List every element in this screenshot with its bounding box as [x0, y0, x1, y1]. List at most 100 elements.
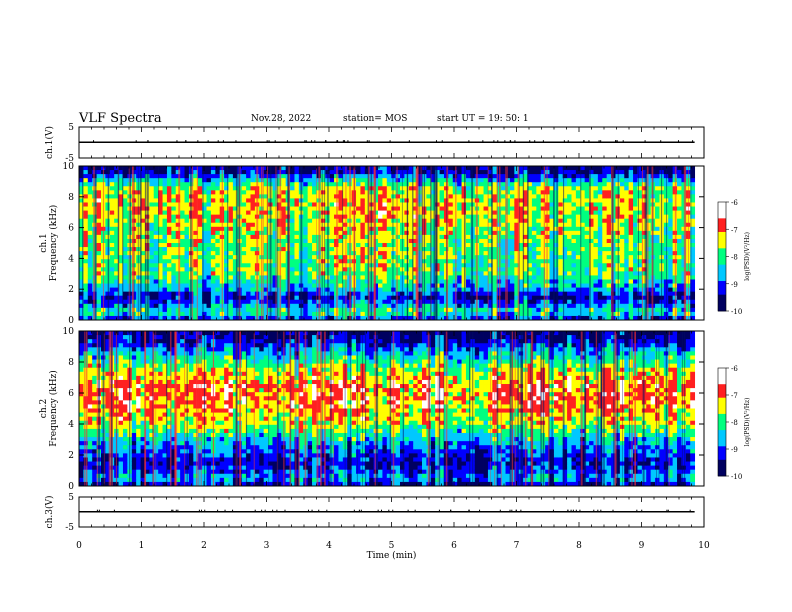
spectrogram-cell — [523, 307, 528, 313]
spectrogram-cell — [364, 174, 370, 179]
spectrogram-cell — [575, 214, 581, 220]
spectrogram-cell — [501, 178, 506, 183]
spectrogram-cell — [290, 303, 295, 309]
spectrogram-cell — [655, 198, 660, 203]
spectrogram-cell — [206, 170, 212, 175]
spectrogram-cell — [162, 198, 168, 203]
spectrogram-cell — [597, 238, 603, 244]
spectrogram-cell — [197, 194, 203, 199]
spectrogram-cell — [87, 275, 93, 280]
spectrogram-cell — [408, 222, 414, 228]
spectrogram-cell — [215, 234, 221, 240]
spectrogram-cell — [536, 315, 542, 321]
spectrogram-cell — [338, 230, 344, 236]
spectrogram-cell — [193, 190, 199, 195]
spectrogram-cell — [553, 170, 559, 175]
spectrogram-cell — [228, 198, 234, 203]
spectrogram-cell — [637, 202, 643, 207]
spectrogram-cell — [246, 210, 251, 216]
spectrogram-cell — [597, 267, 603, 272]
spectrogram-cell — [558, 182, 564, 187]
spectrogram-cell — [329, 243, 335, 248]
spectrogram-cell — [479, 255, 484, 260]
spectrogram-cell — [628, 222, 634, 228]
spectrogram-cell — [250, 166, 256, 171]
spectrogram-cell — [527, 307, 533, 313]
spectrogram-cell — [197, 210, 203, 216]
spectrogram-cell — [641, 174, 647, 179]
spectrogram-cell — [571, 263, 577, 268]
spectrogram-cell — [87, 190, 93, 195]
spectrogram-cell — [180, 218, 185, 224]
spectrogram-cell — [202, 202, 207, 207]
spectrogram-cell — [166, 247, 172, 252]
spectrogram-cell — [624, 311, 630, 317]
spectrogram-cell — [122, 206, 128, 211]
spectrogram-cell — [430, 186, 436, 191]
spectrogram-cell — [122, 259, 128, 264]
spectrogram-cell — [307, 182, 313, 187]
spectrogram-cell — [224, 170, 229, 175]
spectrogram-cell — [619, 210, 625, 216]
spectrogram-cell — [536, 275, 542, 280]
spectrogram-cell — [364, 186, 370, 191]
spectrogram-cell — [272, 255, 278, 260]
spectrogram-cell — [140, 263, 146, 268]
spectrogram-cell — [641, 307, 647, 313]
spectrogram-cell — [109, 170, 115, 175]
spectrogram-cell — [602, 174, 608, 179]
spectrogram-cell — [501, 251, 506, 256]
spectrogram-cell — [571, 315, 577, 321]
spectrogram-cell — [210, 287, 216, 293]
spectrogram-cell — [575, 299, 581, 305]
spectrogram-cell — [303, 243, 309, 248]
spectrogram-cell — [523, 247, 528, 252]
spectrogram-cell — [505, 210, 511, 216]
spectrogram-cell — [118, 263, 124, 268]
spectrogram-cell — [360, 182, 366, 187]
spectrogram-cell — [619, 234, 625, 240]
spectrogram-cell — [536, 263, 542, 268]
spectrogram-cell — [641, 291, 647, 297]
spectrogram-cell — [166, 287, 172, 293]
spectrogram-cell — [241, 230, 247, 236]
spectrogram-cell — [487, 230, 493, 236]
spectrogram-cell — [171, 202, 177, 207]
spectrogram-cell — [448, 279, 454, 284]
spectrogram-cell — [360, 259, 366, 264]
spectrogram-cell — [479, 170, 484, 175]
spectrogram-cell — [241, 279, 247, 284]
spectrogram-cell — [540, 178, 546, 183]
spectrogram-cell — [536, 303, 542, 309]
spectrogram-cell — [241, 182, 247, 187]
spectrogram-cell — [162, 186, 168, 191]
spectrogram-cell — [624, 222, 630, 228]
spectrogram-cell — [575, 178, 581, 183]
spectrogram-cell — [483, 202, 489, 207]
spectrogram-cell — [619, 190, 625, 195]
spectrogram-cell — [263, 226, 269, 232]
spectrogram-cell — [272, 243, 278, 248]
spectrogram-cell — [549, 283, 555, 288]
spectrogram-cell — [171, 275, 177, 280]
spectrogram-cell — [395, 287, 401, 293]
spectrogram-cell — [79, 222, 84, 228]
spectrogram-cell — [303, 190, 309, 195]
spectrogram-cell — [408, 287, 414, 293]
spectrogram-cell — [360, 206, 366, 211]
spectrogram-cell — [303, 315, 309, 321]
spectrogram-cell — [329, 190, 335, 195]
spectrogram-cell — [597, 218, 603, 224]
spectrogram-cell — [505, 222, 511, 228]
spectrogram-cell — [276, 291, 282, 297]
spectrogram-cell — [197, 238, 203, 244]
spectrogram-cell — [571, 307, 577, 313]
spectrogram-cell — [215, 259, 221, 264]
spectrogram-cell — [272, 222, 278, 228]
spectrogram-cell — [338, 214, 344, 220]
spectrogram-cell — [307, 295, 313, 301]
spectrogram-cell — [79, 214, 84, 220]
spectrogram-cell — [540, 283, 546, 288]
spectrogram-cell — [320, 275, 326, 280]
